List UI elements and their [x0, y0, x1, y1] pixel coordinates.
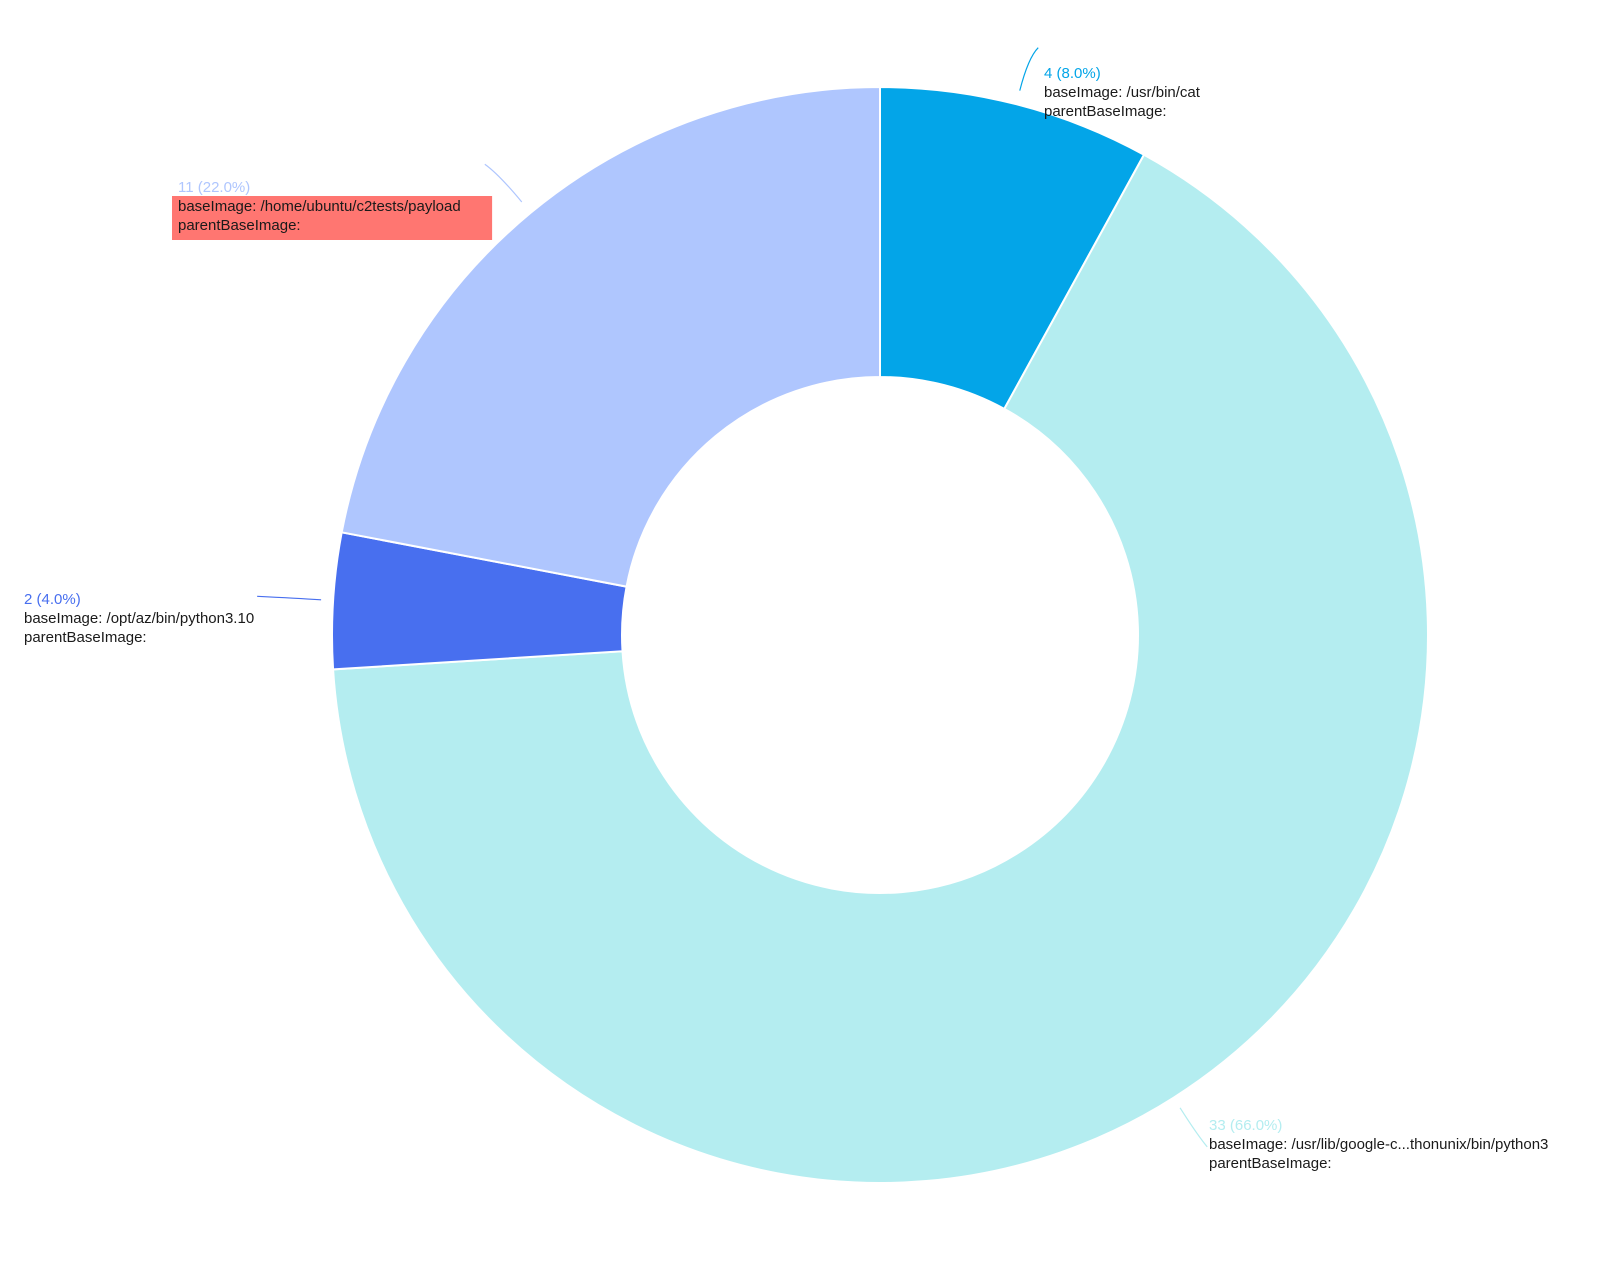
slice-value-label: 4 (8.0%) [1044, 65, 1101, 82]
slice-parent-base-image-label: parentBaseImage: [178, 217, 301, 234]
pie-slice [332, 153, 1429, 1184]
pie-slice [879, 85, 1146, 411]
slice-base-image-label: baseImage: /home/ubuntu/c2tests/payload [178, 198, 461, 215]
slice-value-label: 33 (66.0%) [1209, 1117, 1282, 1134]
slice-leader-line [257, 595, 322, 601]
labels-layer: 4 (8.0%) baseImage: /usr/bin/cat parentBas… [24, 47, 1548, 1172]
slices-layer [330, 85, 1429, 1184]
slice-base-image-label: baseImage: /usr/lib/google-c...thonunix/… [1209, 1136, 1548, 1153]
highlight-background [172, 196, 493, 240]
slice-parent-base-image-label: parentBaseImage: [1209, 1155, 1332, 1172]
slice-base-image-label: baseImage: /opt/az/bin/python3.10 [24, 610, 254, 627]
slice-leader-line [1019, 47, 1039, 91]
slice-parent-base-image-label: parentBaseImage: [1044, 103, 1167, 120]
slice-base-image-label: baseImage: /usr/bin/cat [1044, 84, 1201, 101]
slice-leader-line [484, 163, 523, 203]
slice-parent-base-image-label: parentBaseImage: [24, 629, 147, 646]
pie-slice [340, 85, 881, 588]
slice-value-label: 11 (22.0%) [178, 179, 250, 196]
slice-leader-line [1179, 1107, 1208, 1148]
slice-value-label: 2 (4.0%) [24, 591, 81, 608]
